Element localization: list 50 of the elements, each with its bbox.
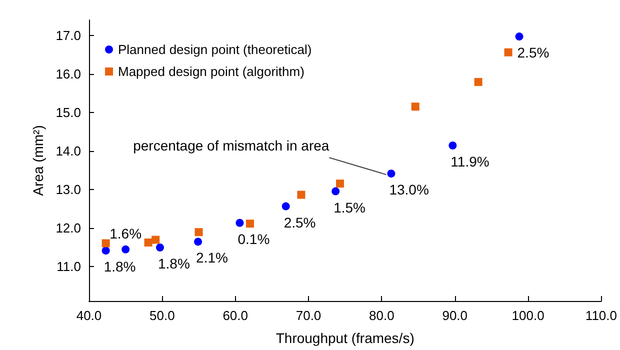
- annotation: 1.5%: [334, 199, 366, 216]
- annotation: 1.8%: [158, 255, 190, 272]
- point: [336, 180, 344, 188]
- point: [474, 78, 482, 86]
- y-tick-label: 17.0: [56, 28, 81, 43]
- y-tick-label: 12.0: [56, 220, 81, 236]
- point: [102, 239, 110, 248]
- point: [504, 48, 512, 56]
- x-tick-label: 80.0: [369, 308, 394, 323]
- y-tick-label: 15.0: [56, 104, 81, 120]
- y-tick-label: 16.0: [56, 66, 81, 82]
- annotation: 2.5%: [284, 214, 316, 230]
- annotation: 2.5%: [517, 44, 550, 61]
- point: [448, 141, 457, 150]
- x-tick-label: 110.0: [585, 308, 618, 323]
- x-tick-label: 100.0: [512, 308, 544, 323]
- legend-label: Planned design point (theoretical): [118, 42, 312, 57]
- point: [411, 102, 420, 111]
- annotation: 1.8%: [104, 258, 136, 275]
- x-tick-label: 60.0: [222, 308, 248, 323]
- point: [297, 190, 306, 199]
- point: [282, 202, 290, 210]
- point: [194, 238, 202, 246]
- annotation: percentage of mismatch in area: [133, 138, 330, 154]
- y-axis-title: Area (mm²): [30, 125, 46, 196]
- x-tick-label: 70.0: [296, 308, 322, 323]
- point: [122, 245, 130, 254]
- point: [246, 220, 254, 228]
- annotation: 0.1%: [238, 230, 270, 247]
- annotation: 13.0%: [389, 182, 429, 198]
- x-tick-label: 40.0: [76, 308, 102, 323]
- point: [387, 170, 396, 178]
- point: [102, 246, 110, 255]
- y-tick-label: 14.0: [56, 143, 81, 158]
- point: [332, 187, 340, 196]
- annotation: 1.6%: [110, 225, 142, 242]
- point: [144, 238, 152, 246]
- point: [515, 32, 524, 41]
- y-tick-label: 13.0: [56, 182, 81, 197]
- annotation: 2.1%: [196, 250, 228, 266]
- point: [236, 218, 244, 227]
- point: [152, 236, 160, 244]
- x-axis-title: Throughput (frames/s): [276, 330, 414, 346]
- point: [194, 228, 203, 236]
- point: [156, 243, 164, 252]
- legend-label: Mapped design point (algorithm): [118, 64, 304, 79]
- x-tick-label: 90.0: [442, 308, 468, 323]
- y-tick-label: 11.0: [56, 258, 81, 274]
- annotation: 11.9%: [450, 153, 490, 170]
- x-tick-label: 50.0: [150, 308, 175, 323]
